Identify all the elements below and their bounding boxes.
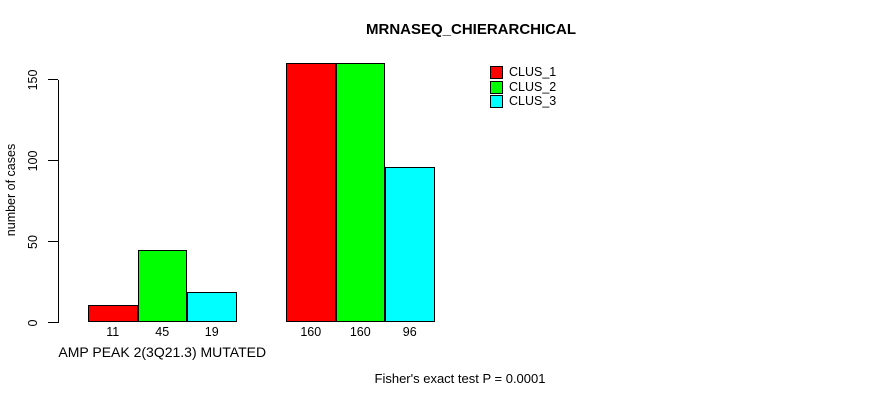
bar-value-label: 160 bbox=[300, 325, 322, 339]
legend-label: CLUS_3 bbox=[509, 94, 557, 108]
x-category-label: AMP PEAK 2(3Q21.3) MUTATED bbox=[58, 344, 267, 360]
legend-color-swatch bbox=[490, 66, 503, 79]
legend-color-swatch bbox=[490, 80, 503, 94]
y-tick-mark bbox=[48, 160, 58, 161]
legend-item-clus_3: CLUS_3 bbox=[490, 95, 556, 108]
y-tick-mark bbox=[48, 322, 58, 323]
bar-value-label: 19 bbox=[204, 325, 219, 339]
stat-annotation: Fisher's exact test P = 0.0001 bbox=[374, 371, 546, 386]
bar-clus_2-group2 bbox=[335, 63, 385, 323]
legend: CLUS_1 CLUS_2 CLUS_3 bbox=[490, 66, 556, 108]
bar-value-label: 11 bbox=[106, 325, 120, 339]
bar-clus_1-group1 bbox=[88, 304, 138, 323]
bar-clus_2-group1 bbox=[137, 249, 187, 323]
y-tick-label: 50 bbox=[26, 234, 40, 249]
y-tick-mark bbox=[48, 241, 58, 242]
bar-value-label: 96 bbox=[402, 325, 417, 339]
bar-value-label: 45 bbox=[155, 325, 170, 339]
legend-label: CLUS_2 bbox=[509, 79, 557, 94]
bar-clus_3-group1 bbox=[187, 291, 237, 323]
bar-value-label: 160 bbox=[349, 325, 371, 339]
bar-clus_3-group2 bbox=[385, 166, 435, 323]
y-axis-title: number of cases bbox=[4, 143, 18, 237]
y-tick-mark bbox=[48, 79, 58, 80]
legend-color-swatch bbox=[490, 95, 503, 108]
y-tick-label: 100 bbox=[26, 150, 40, 171]
chart-title: MRNASEQ_CHIERARCHICAL bbox=[365, 21, 577, 38]
y-axis-line bbox=[58, 79, 59, 323]
y-tick-label: 0 bbox=[26, 319, 40, 326]
bar-clus_1-group2 bbox=[286, 63, 336, 323]
legend-label: CLUS_1 bbox=[509, 65, 557, 79]
legend-item-clus_2: CLUS_2 bbox=[490, 79, 557, 94]
y-tick-label: 150 bbox=[26, 69, 40, 90]
legend-item-clus_1: CLUS_1 bbox=[490, 66, 556, 79]
